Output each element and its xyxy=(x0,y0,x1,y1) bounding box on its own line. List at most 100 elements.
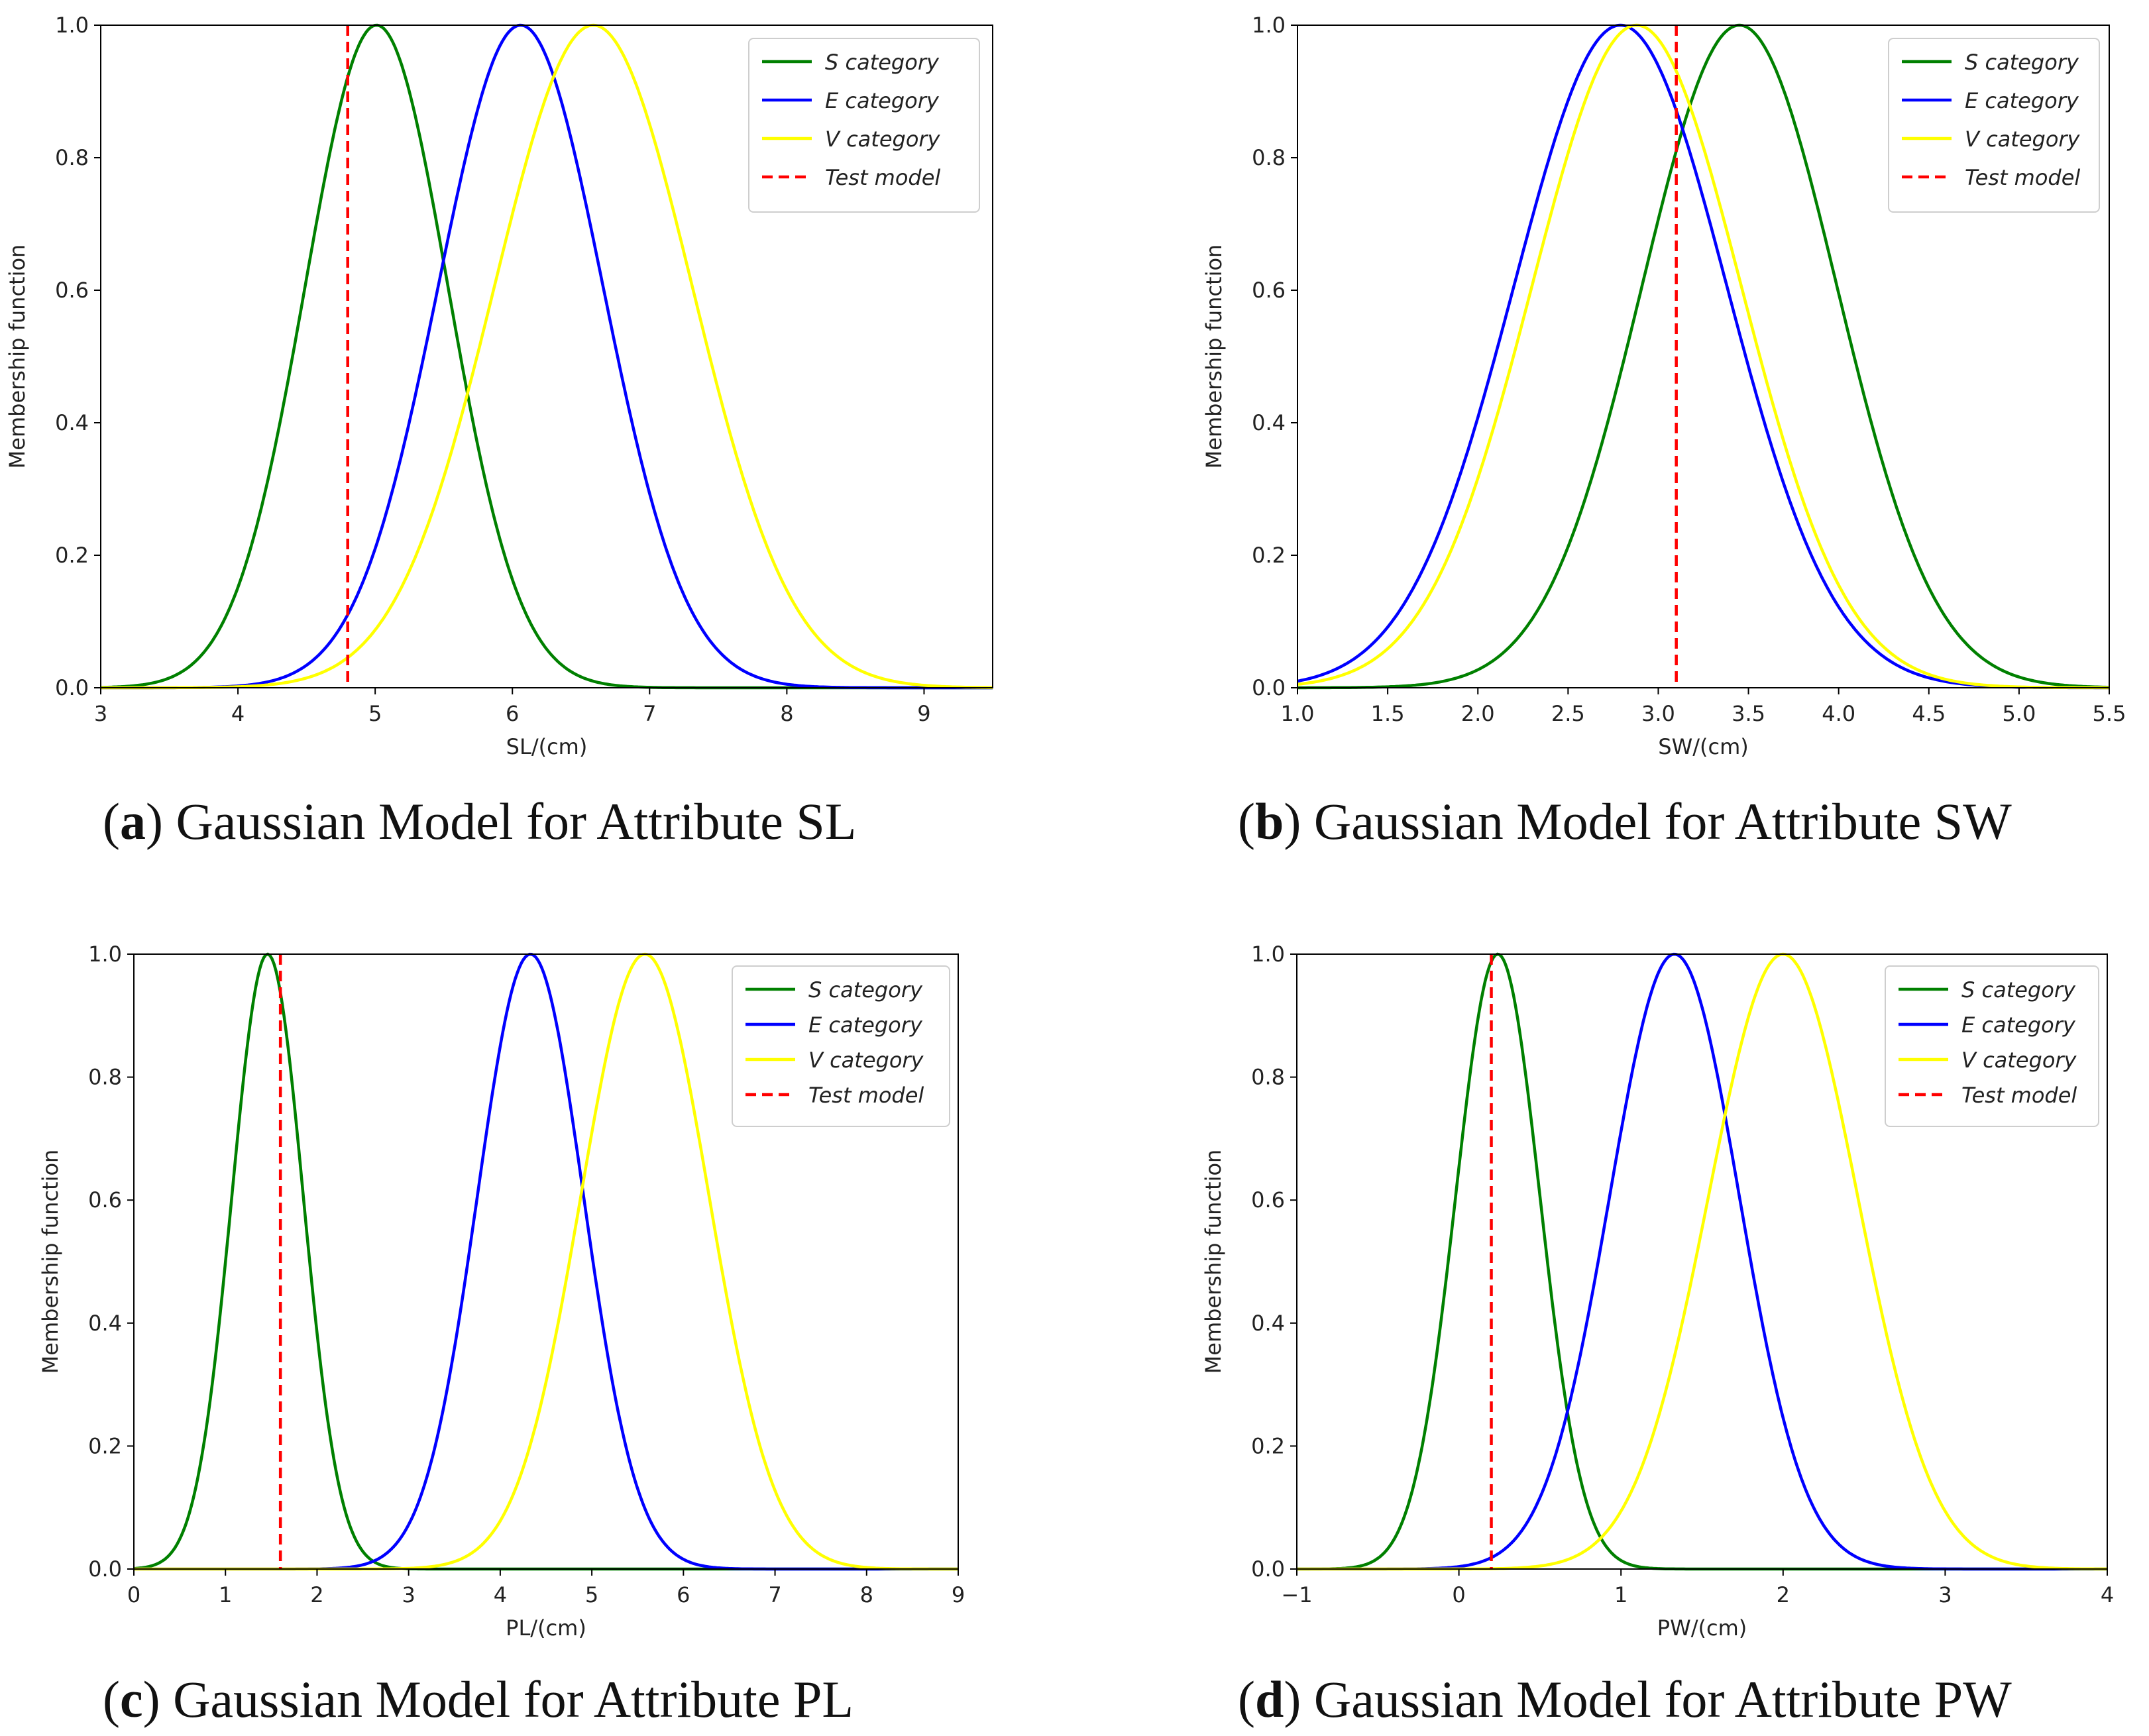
chart-a-legend-label-3: Test model xyxy=(825,165,940,190)
chart-c-xtick-label: 3 xyxy=(402,1582,415,1607)
chart-d-ytick-label: 0.0 xyxy=(1251,1556,1285,1582)
chart-c-group: 0 1 2 3 4 5 6 7 8 9 0.0 0.2 0.4 0.6 0.8 1.0 PL/(cm) Membe… xyxy=(38,942,965,1641)
caption-a-text: Gaussian Model for Attribute SL xyxy=(176,792,857,850)
chart-a-xtick-label: 5 xyxy=(368,701,382,726)
chart-c-ytick-label: 0.4 xyxy=(88,1311,122,1336)
caption-d: (d) Gaussian Model for Attribute PW xyxy=(1238,1670,2012,1728)
chart-d-ytick-label: 1.0 xyxy=(1251,942,1285,967)
chart-a-xlabel: SL/(cm) xyxy=(506,734,588,759)
chart-b-ytick-label: 0.6 xyxy=(1252,278,1286,303)
chart-b-axes-frame xyxy=(1297,25,2110,688)
chart-b-xtick-label: 4.0 xyxy=(1822,701,1855,726)
chart-d-legend-label-1: E category xyxy=(1961,1012,2076,1038)
chart-d-axes-frame xyxy=(1296,953,2108,1570)
caption-a-letter: a xyxy=(119,792,146,850)
chart-d-xtick-label: 3 xyxy=(1938,1582,1952,1607)
chart-d-legend-label-0: S category xyxy=(1961,977,2076,1003)
chart-a-ytick-label: 1.0 xyxy=(55,13,89,38)
chart-c-ytick-label: 0.2 xyxy=(88,1433,122,1458)
chart-a-ytick-label: 0.6 xyxy=(55,278,89,303)
chart-d-ytick-label: 0.2 xyxy=(1251,1433,1285,1458)
chart-a-ytick-label: 0.0 xyxy=(55,675,89,700)
chart-d-legend-label-2: V category xyxy=(1961,1048,2077,1073)
chart-b-legend-box xyxy=(1888,38,2100,213)
chart-b-series-0-line xyxy=(1297,23,2110,690)
chart-c-axes-frame xyxy=(133,953,959,1570)
chart-c-ytick-label: 0.0 xyxy=(88,1556,122,1582)
chart-c-legend-label-1: E category xyxy=(808,1012,923,1038)
chart-d-xtick-label: −1 xyxy=(1281,1582,1312,1607)
chart-b-legend-label-3: Test model xyxy=(1965,165,2080,190)
chart-a-legend-label-2: V category xyxy=(825,127,941,152)
chart-d-ytick-label: 0.8 xyxy=(1251,1065,1285,1090)
chart-b-legend-label-2: V category xyxy=(1965,127,2081,152)
chart-d-xtick-label: 4 xyxy=(2101,1582,2114,1607)
chart-b-xtick-label: 3.0 xyxy=(1641,701,1675,726)
chart-c-xtick-label: 5 xyxy=(585,1582,598,1607)
chart-d-ylabel: Membership function xyxy=(1201,1150,1226,1374)
chart-b-xtick-label: 5.5 xyxy=(2093,701,2126,726)
chart-c-legend-label-0: S category xyxy=(808,977,923,1003)
chart-c-xtick-label: 4 xyxy=(494,1582,507,1607)
chart-c-ylabel: Membership function xyxy=(38,1150,63,1374)
chart-a-xtick-label: 3 xyxy=(94,701,107,726)
chart-b-ytick-label: 1.0 xyxy=(1252,13,1286,38)
chart-c-xtick-label: 8 xyxy=(860,1582,873,1607)
chart-a-ytick-label: 0.4 xyxy=(55,410,89,435)
chart-a-ytick-label: 0.8 xyxy=(55,145,89,170)
chart-a-group: 3 4 5 6 7 8 9 0.0 0.2 0.4 0.6 0.8 1.0 SL/(cm) Membersh… xyxy=(5,13,993,759)
chart-c-ytick-label: 1.0 xyxy=(88,942,122,967)
chart-b-ytick-label: 0.2 xyxy=(1252,543,1286,568)
chart-d-xtick-label: 0 xyxy=(1452,1582,1465,1607)
caption-c-letter: c xyxy=(119,1670,143,1728)
chart-c-xtick-label: 0 xyxy=(127,1582,140,1607)
chart-a-xtick-label: 9 xyxy=(917,701,930,726)
chart-d-ytick-label: 0.4 xyxy=(1251,1311,1285,1336)
chart-b-ytick-label: 0.0 xyxy=(1252,675,1286,700)
chart-a-legend-box xyxy=(748,38,980,213)
caption-b-text: Gaussian Model for Attribute SW xyxy=(1313,792,2012,850)
caption-d-text: Gaussian Model for Attribute PW xyxy=(1313,1670,2012,1728)
chart-c-ytick-label: 0.8 xyxy=(88,1065,122,1090)
chart-a-ytick-label: 0.2 xyxy=(55,543,89,568)
chart-b-xtick-label: 3.5 xyxy=(1732,701,1765,726)
caption-d-letter: d xyxy=(1254,1670,1284,1728)
chart-a-ylabel: Membership function xyxy=(5,244,30,469)
chart-b-xlabel: SW/(cm) xyxy=(1658,734,1748,759)
caption-a: (a) Gaussian Model for Attribute SL xyxy=(103,792,857,850)
chart-b-xtick-label: 1.5 xyxy=(1371,701,1405,726)
chart-d-legend-box xyxy=(1885,965,2099,1127)
chart-d-group: −1 0 1 2 3 4 0.0 0.2 0.4 0.6 0.8 1.0 PW/(cm) Membersh… xyxy=(1201,942,2114,1641)
chart-a-series-2-line xyxy=(101,23,993,690)
chart-b-group: 1.0 1.5 2.0 2.5 3.0 3.5 4.0 4.5 5.0 5.5 0.0 0.2 0.4 0… xyxy=(1201,13,2126,759)
chart-c-xlabel: PL/(cm) xyxy=(506,1615,586,1641)
chart-a-legend-label-0: S category xyxy=(825,50,940,75)
caption-c-text: Gaussian Model for Attribute PL xyxy=(173,1670,854,1728)
chart-b-legend-label-1: E category xyxy=(1965,88,2079,113)
chart-a-legend-label-1: E category xyxy=(825,88,940,113)
chart-b-xtick-label: 4.5 xyxy=(1912,701,1946,726)
chart-c-ytick-label: 0.6 xyxy=(88,1187,122,1213)
caption-b-letter: b xyxy=(1254,792,1284,850)
chart-d-xtick-label: 2 xyxy=(1777,1582,1790,1607)
chart-a-axes-frame xyxy=(100,25,993,688)
chart-b-ytick-label: 0.4 xyxy=(1252,410,1286,435)
chart-a-xtick-label: 4 xyxy=(231,701,245,726)
chart-b-xtick-label: 2.0 xyxy=(1461,701,1495,726)
chart-a-xtick-label: 8 xyxy=(780,701,793,726)
chart-b-xtick-label: 5.0 xyxy=(2002,701,2036,726)
chart-a-xtick-label: 7 xyxy=(643,701,656,726)
chart-c-legend-box xyxy=(732,965,950,1127)
chart-b-ytick-label: 0.8 xyxy=(1252,145,1286,170)
caption-b: (b) Gaussian Model for Attribute SW xyxy=(1238,792,2012,850)
chart-c-xtick-label: 9 xyxy=(952,1582,965,1607)
chart-c-xtick-label: 1 xyxy=(219,1582,232,1607)
chart-b-ylabel: Membership function xyxy=(1201,244,1227,469)
chart-c-xtick-label: 7 xyxy=(768,1582,781,1607)
chart-c-xtick-label: 6 xyxy=(677,1582,690,1607)
chart-c-legend-label-2: V category xyxy=(808,1048,924,1073)
chart-b-legend-label-0: S category xyxy=(1965,50,2079,75)
chart-d-ytick-label: 0.6 xyxy=(1251,1187,1285,1213)
